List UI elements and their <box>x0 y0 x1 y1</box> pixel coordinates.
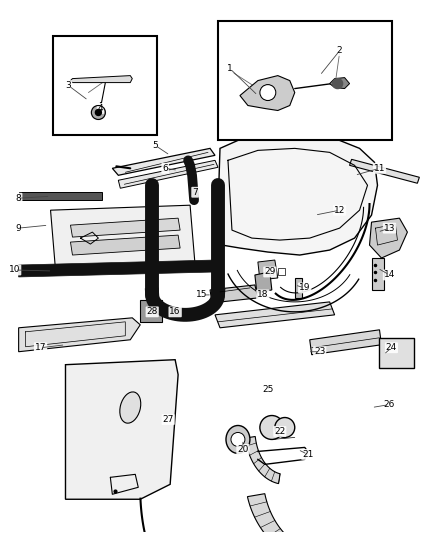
Circle shape <box>260 85 276 101</box>
Bar <box>53 36 157 135</box>
Text: 3: 3 <box>66 81 71 90</box>
Polygon shape <box>258 260 278 280</box>
Polygon shape <box>255 272 272 293</box>
Text: 20: 20 <box>237 445 249 454</box>
Polygon shape <box>330 78 350 88</box>
Circle shape <box>231 432 245 447</box>
Text: 24: 24 <box>386 343 397 352</box>
Text: 17: 17 <box>35 343 46 352</box>
Bar <box>278 268 285 275</box>
Polygon shape <box>240 76 295 110</box>
Text: 23: 23 <box>314 347 325 356</box>
Polygon shape <box>50 205 195 270</box>
Circle shape <box>332 78 343 88</box>
Polygon shape <box>350 159 419 183</box>
Circle shape <box>92 106 106 119</box>
Text: 29: 29 <box>264 268 276 277</box>
Text: 21: 21 <box>302 450 314 459</box>
Text: 7: 7 <box>192 188 198 197</box>
Polygon shape <box>371 258 385 290</box>
Circle shape <box>181 311 189 319</box>
Circle shape <box>260 416 284 439</box>
Polygon shape <box>218 135 378 255</box>
Text: 16: 16 <box>170 308 181 317</box>
Text: 2: 2 <box>337 46 343 55</box>
Text: 28: 28 <box>147 308 158 317</box>
Text: 9: 9 <box>16 224 21 232</box>
Text: 26: 26 <box>384 400 395 409</box>
Bar <box>265 267 273 275</box>
Polygon shape <box>215 302 335 328</box>
Text: 8: 8 <box>16 193 21 203</box>
Text: 18: 18 <box>257 290 268 300</box>
Text: 12: 12 <box>334 206 345 215</box>
Text: 27: 27 <box>162 415 174 424</box>
Polygon shape <box>66 360 178 499</box>
Text: 5: 5 <box>152 141 158 150</box>
Text: 11: 11 <box>374 164 385 173</box>
Bar <box>218 21 392 140</box>
Polygon shape <box>19 192 102 200</box>
Circle shape <box>275 417 295 438</box>
Polygon shape <box>295 278 302 298</box>
Text: 14: 14 <box>384 270 395 279</box>
Polygon shape <box>140 300 162 322</box>
Polygon shape <box>71 218 180 237</box>
Text: 22: 22 <box>274 427 286 436</box>
Circle shape <box>95 109 101 116</box>
Text: 13: 13 <box>384 224 395 232</box>
Polygon shape <box>245 437 280 483</box>
Polygon shape <box>247 494 309 533</box>
Text: 19: 19 <box>299 284 311 293</box>
Text: 6: 6 <box>162 164 168 173</box>
Polygon shape <box>370 218 407 258</box>
Polygon shape <box>19 260 215 277</box>
Ellipse shape <box>226 425 250 454</box>
Polygon shape <box>112 148 215 175</box>
Text: 25: 25 <box>262 385 274 394</box>
Text: 15: 15 <box>196 290 208 300</box>
Text: 10: 10 <box>9 265 21 274</box>
Polygon shape <box>379 338 414 368</box>
Text: 1: 1 <box>227 64 233 73</box>
Polygon shape <box>210 285 258 303</box>
Polygon shape <box>71 235 180 255</box>
Polygon shape <box>71 76 132 83</box>
Text: 4: 4 <box>98 104 103 113</box>
Ellipse shape <box>120 392 141 423</box>
Polygon shape <box>310 330 381 355</box>
Polygon shape <box>19 318 140 352</box>
Polygon shape <box>118 160 218 188</box>
